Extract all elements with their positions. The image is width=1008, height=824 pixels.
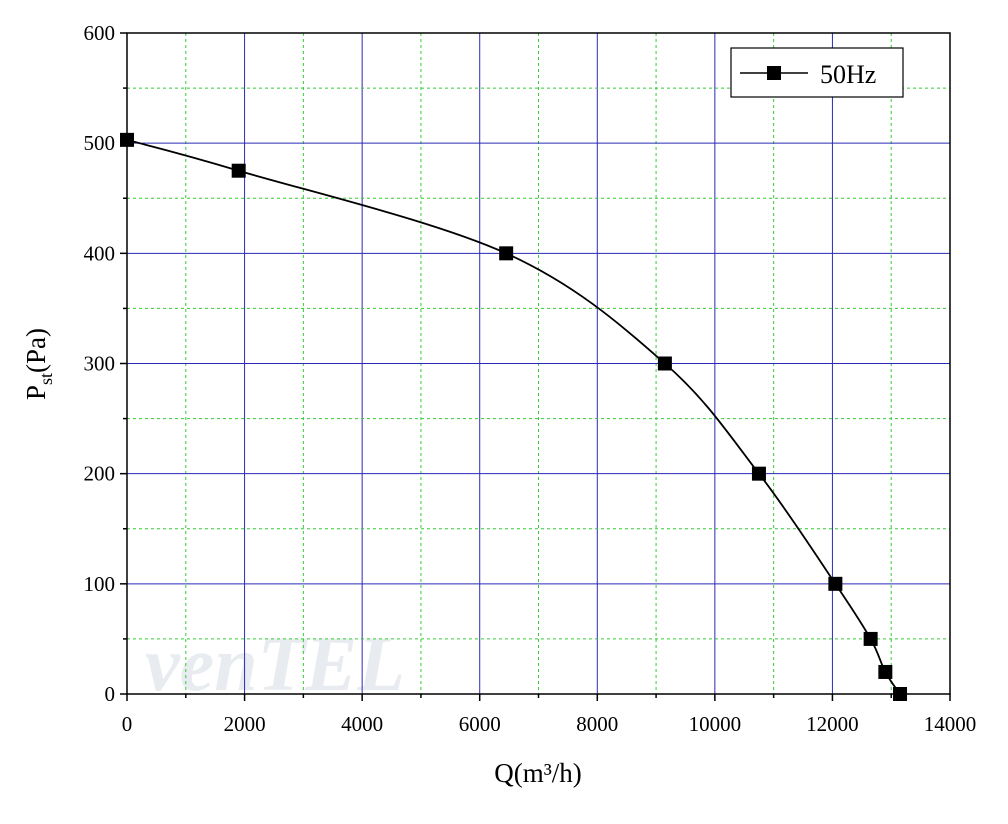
x-tick-label: 0: [122, 712, 133, 736]
x-axis-title: Q(m³/h): [494, 758, 582, 788]
grid: [127, 33, 950, 694]
y-tick-label: 100: [84, 572, 116, 596]
y-axis-title: Pst(Pa): [21, 328, 56, 400]
plot: [120, 132, 908, 701]
legend-marker: [767, 66, 781, 80]
y-tick-label: 400: [84, 241, 116, 265]
data-point: [878, 664, 893, 679]
legend-label: 50Hz: [820, 60, 876, 89]
y-tick-label: 500: [84, 131, 116, 155]
x-tick-label: 8000: [576, 712, 618, 736]
y-title-subscript: st: [36, 373, 56, 385]
axes: 0 2000 4000 6000 8000 10000 12000 14000 0 100 200 3…: [84, 21, 977, 736]
legend: 50Hz: [730, 47, 904, 98]
series-line: [126, 138, 901, 695]
data-point: [751, 466, 766, 481]
x-tick-label: 2000: [224, 712, 266, 736]
y-tick-label: 200: [84, 462, 116, 486]
data-point: [828, 576, 843, 591]
y-tick-label: 600: [84, 21, 116, 45]
x-tick-label: 10000: [689, 712, 742, 736]
data-point: [499, 246, 514, 261]
data-point: [657, 356, 672, 371]
x-tick-label: 4000: [341, 712, 383, 736]
data-point: [863, 631, 878, 646]
y-tick-label: 300: [84, 352, 116, 376]
y-title-unit: (Pa): [21, 328, 51, 373]
y-title-symbol: P: [21, 385, 51, 400]
data-point: [231, 163, 246, 178]
x-tick-label: 12000: [806, 712, 859, 736]
x-tick-label: 6000: [459, 712, 501, 736]
x-tick-label: 14000: [924, 712, 977, 736]
y-tick-label: 0: [105, 682, 116, 706]
